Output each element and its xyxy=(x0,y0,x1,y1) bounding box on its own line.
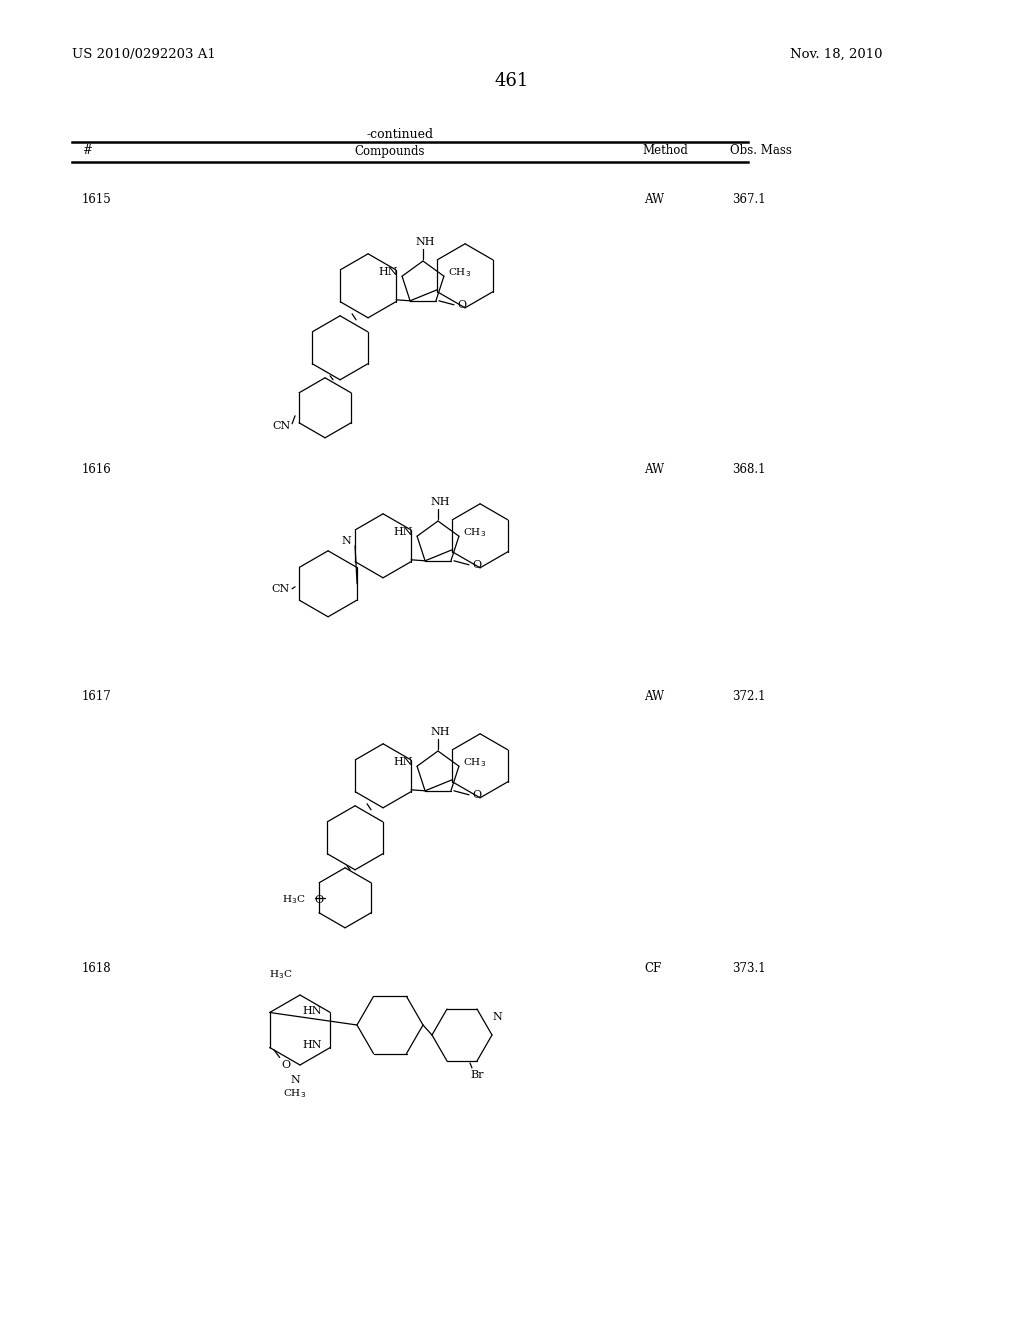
Text: HN: HN xyxy=(303,1040,323,1051)
Text: Br: Br xyxy=(470,1071,483,1080)
Text: NH: NH xyxy=(430,727,450,737)
Text: O: O xyxy=(472,560,481,570)
Text: HN: HN xyxy=(303,1006,323,1015)
Text: #: # xyxy=(82,144,92,157)
Text: N: N xyxy=(341,536,351,545)
Text: 373.1: 373.1 xyxy=(732,962,766,975)
Text: 372.1: 372.1 xyxy=(732,690,766,704)
Text: CN: CN xyxy=(271,583,290,594)
Text: Compounds: Compounds xyxy=(354,144,425,157)
Text: AW: AW xyxy=(644,463,665,477)
Text: CH$_3$: CH$_3$ xyxy=(463,756,486,768)
Text: 1615: 1615 xyxy=(82,193,112,206)
Text: Method: Method xyxy=(642,144,688,157)
Text: O: O xyxy=(282,1060,291,1069)
Text: O: O xyxy=(314,895,323,904)
Text: HN: HN xyxy=(379,267,398,277)
Text: H$_3$C: H$_3$C xyxy=(282,894,305,907)
Text: 1616: 1616 xyxy=(82,463,112,477)
Text: 1617: 1617 xyxy=(82,690,112,704)
Text: N: N xyxy=(290,1074,300,1085)
Text: Nov. 18, 2010: Nov. 18, 2010 xyxy=(790,48,883,61)
Text: Obs. Mass: Obs. Mass xyxy=(730,144,792,157)
Text: CH$_3$: CH$_3$ xyxy=(463,525,486,539)
Text: CN: CN xyxy=(272,421,291,430)
Text: H$_3$C: H$_3$C xyxy=(268,968,292,981)
Text: HN: HN xyxy=(393,527,413,537)
Text: NH: NH xyxy=(430,498,450,507)
Text: 367.1: 367.1 xyxy=(732,193,766,206)
Text: CH$_3$: CH$_3$ xyxy=(447,265,471,279)
Text: 1618: 1618 xyxy=(82,962,112,975)
Text: CH$_3$: CH$_3$ xyxy=(284,1086,306,1100)
Text: AW: AW xyxy=(644,193,665,206)
Text: -continued: -continued xyxy=(367,128,433,141)
Text: NH: NH xyxy=(416,238,435,247)
Text: O: O xyxy=(457,300,466,310)
Text: US 2010/0292203 A1: US 2010/0292203 A1 xyxy=(72,48,216,61)
Text: O: O xyxy=(472,789,481,800)
Text: 368.1: 368.1 xyxy=(732,463,766,477)
Text: 461: 461 xyxy=(495,73,529,90)
Text: N: N xyxy=(492,1012,502,1022)
Text: AW: AW xyxy=(644,690,665,704)
Text: HN: HN xyxy=(393,758,413,767)
Text: CF: CF xyxy=(644,962,662,975)
